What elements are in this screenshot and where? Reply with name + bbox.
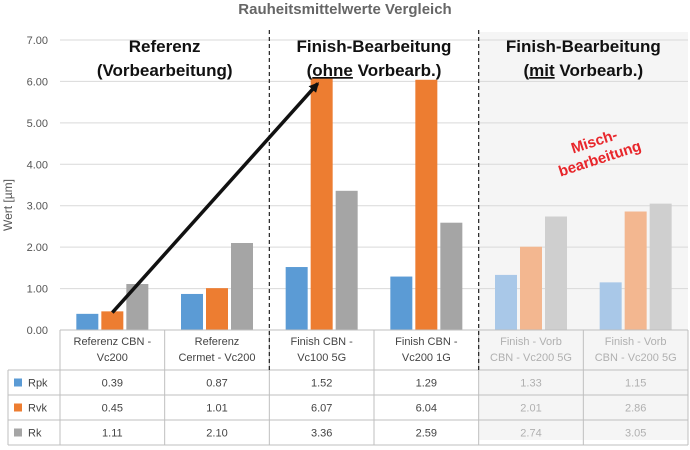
chart-title: Rauheitsmittelwerte Vergleich (238, 1, 451, 18)
category-label: CBN - Vc200 5G (595, 352, 677, 364)
trend-arrow (111, 82, 320, 314)
y-axis-label: Wert [µm] (1, 179, 15, 231)
category-label: Vc200 1G (402, 352, 451, 364)
y-tick-label: 2.00 (27, 242, 48, 254)
group-heading: Finish-Bearbeitung (297, 37, 452, 56)
data-label: 2.10 (206, 428, 227, 440)
group-heading: (ohne Vorbearb.) (307, 61, 442, 80)
bar-rk (126, 284, 149, 330)
bar-rvk (206, 288, 228, 330)
category-label: CBN - Vc200 5G (490, 352, 572, 364)
data-label: 2.59 (416, 428, 437, 440)
group-heading: Finish-Bearbeitung (506, 37, 661, 56)
data-label: 6.07 (311, 403, 332, 415)
data-label: 3.36 (311, 428, 332, 440)
bar-rpk (285, 267, 308, 330)
legend-label-rpk: Rpk (28, 378, 48, 390)
category-label: Finish - Vorb (500, 336, 562, 348)
data-label: 1.33 (520, 378, 541, 390)
legend-swatch-rvk (14, 403, 22, 412)
data-label: 0.45 (102, 403, 123, 415)
bar-rk (335, 190, 358, 330)
data-label: 1.01 (206, 403, 227, 415)
legend-label-rvk: Rvk (28, 403, 47, 415)
data-label: 3.05 (625, 428, 646, 440)
data-label: 1.29 (416, 378, 437, 390)
data-label: 2.86 (625, 403, 646, 415)
category-label: Finish - Vorb (605, 336, 667, 348)
group-heading: (mit Vorbearb.) (524, 61, 644, 80)
bar-rvk (415, 79, 438, 331)
category-label: Referenz CBN - (74, 336, 152, 348)
bar-rpk (390, 276, 413, 330)
category-label: Vc200 (97, 352, 128, 364)
bar-rpk (181, 293, 203, 330)
category-label: Referenz (195, 336, 240, 348)
data-label: 0.39 (102, 378, 123, 390)
data-label: 0.87 (206, 378, 227, 390)
bar-rvk (310, 78, 333, 331)
legend-swatch-rpk (14, 378, 22, 387)
bar-rpk (76, 313, 99, 330)
legend-swatch-rk (14, 428, 22, 437)
data-label: 1.52 (311, 378, 332, 390)
data-label: 2.74 (520, 428, 541, 440)
category-label: Cermet - Vc200 (178, 352, 255, 364)
y-tick-label: 1.00 (27, 284, 48, 296)
bar-rk (545, 216, 567, 330)
bar-rvk (101, 311, 124, 330)
data-label: 1.15 (625, 378, 646, 390)
y-tick-label: 7.00 (27, 35, 48, 47)
bar-rpk (599, 282, 622, 330)
y-tick-label: 6.00 (27, 76, 48, 88)
y-tick-label: 4.00 (27, 159, 48, 171)
y-tick-label: 5.00 (27, 118, 48, 130)
data-label: 6.04 (416, 403, 437, 415)
category-label: Vc100 5G (297, 352, 346, 364)
bar-rk (649, 203, 672, 330)
legend-label-rk: Rk (28, 428, 42, 440)
bar-rk (231, 243, 253, 330)
data-label: 1.11 (102, 428, 123, 440)
bar-rvk (520, 246, 542, 330)
bar-rvk (624, 211, 647, 330)
category-label: Finish CBN - (395, 336, 458, 348)
group-heading: (Vorbearbeitung) (97, 61, 233, 80)
bar-rk (440, 222, 463, 330)
y-tick-label: 3.00 (27, 201, 48, 213)
y-tick-label: 0.00 (27, 325, 48, 337)
data-label: 2.01 (520, 403, 541, 415)
bar-rpk (495, 274, 517, 330)
category-label: Finish CBN - (290, 336, 353, 348)
group-heading: Referenz (129, 37, 201, 56)
